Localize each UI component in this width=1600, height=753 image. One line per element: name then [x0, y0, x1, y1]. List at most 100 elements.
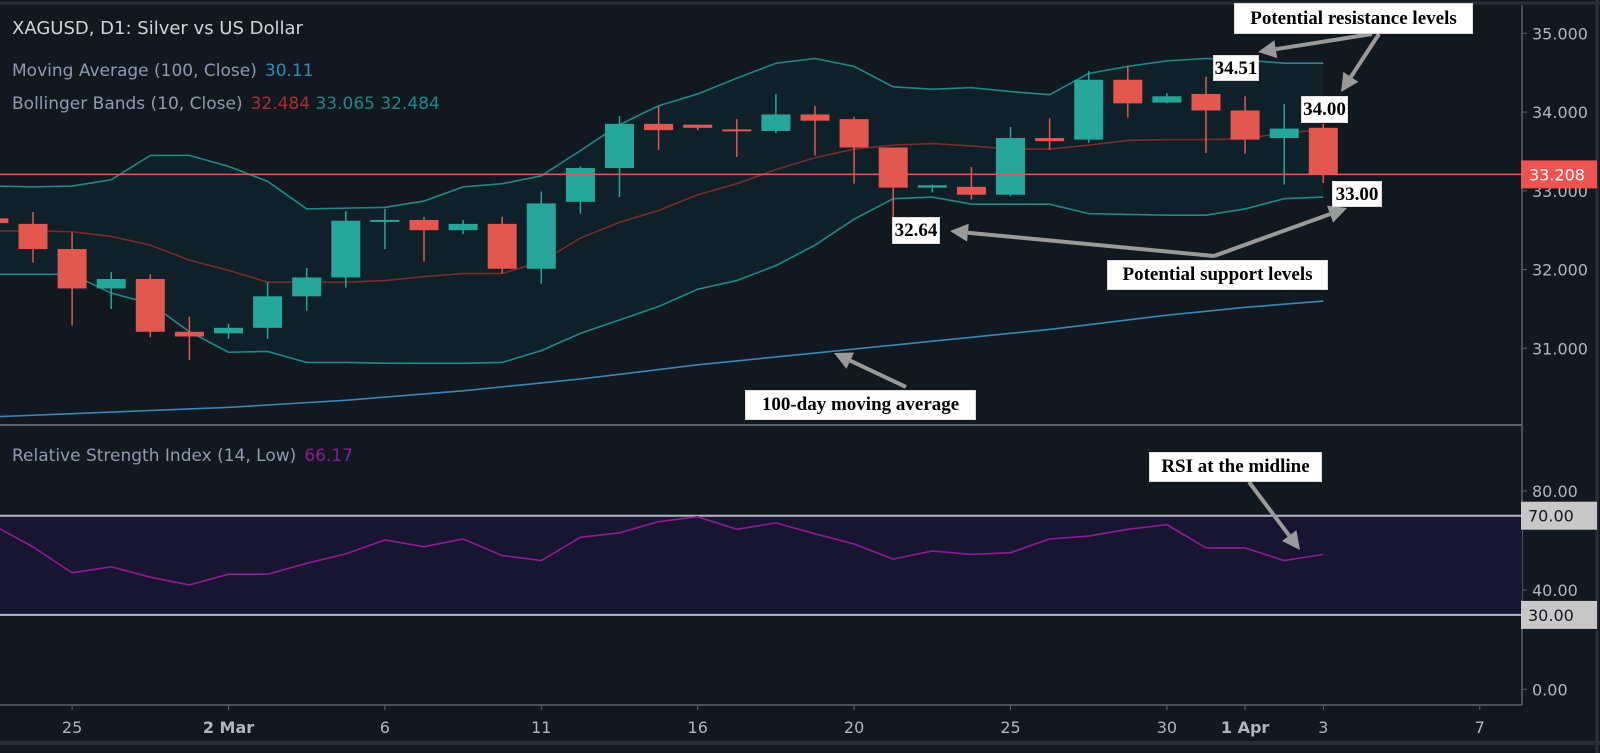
candle[interactable] — [96, 271, 126, 309]
price-pane[interactable] — [0, 57, 1522, 418]
time-tick-label: 20 — [844, 718, 864, 737]
candle-body — [96, 279, 126, 289]
candle[interactable] — [292, 267, 322, 311]
candle-body — [526, 203, 556, 269]
annotation-support-32-64: 32.64 — [892, 217, 940, 244]
price-tick-label: 34.000 — [1532, 103, 1588, 122]
rsi-legend[interactable]: Relative Strength Index (14, Low) 66.17 — [12, 446, 353, 466]
candle[interactable] — [1269, 104, 1299, 185]
candle-body — [565, 167, 595, 202]
candle-body — [135, 279, 165, 332]
candle-body — [1152, 96, 1182, 103]
candle[interactable] — [1191, 76, 1221, 153]
candle[interactable] — [0, 216, 9, 226]
rsi-legend-label: Relative Strength Index (14, Low) — [12, 446, 297, 466]
candle[interactable] — [214, 323, 243, 339]
price-tick-label: 31.000 — [1532, 339, 1588, 358]
candle-body — [1113, 79, 1143, 104]
annotation-resistance-34-00: 34.00 — [1301, 96, 1348, 123]
candle-body — [57, 249, 87, 289]
rsi-axis[interactable]: 80.00 40.00 0.00 70.00 30.00 — [1521, 482, 1597, 699]
candle[interactable] — [956, 167, 986, 200]
rsi-level-label: 30.00 — [1528, 606, 1574, 625]
candle-body — [487, 223, 517, 269]
arrow-to-34-00 — [1341, 32, 1381, 92]
candle[interactable] — [174, 316, 204, 361]
candle[interactable] — [800, 105, 830, 156]
arrow-head-icon — [1327, 205, 1347, 223]
arrow-head-icon — [1341, 72, 1359, 92]
candle[interactable] — [996, 127, 1025, 197]
bb-legend-lower: 32.484 — [380, 94, 440, 114]
candle[interactable] — [331, 211, 361, 288]
candle-body — [605, 123, 634, 168]
candle[interactable] — [605, 115, 634, 198]
arrow-to-33-00 — [1213, 205, 1347, 258]
bottom-border — [0, 741, 1600, 745]
candle[interactable] — [722, 119, 752, 157]
time-tick-label: 7 — [1475, 718, 1485, 737]
candle-body — [722, 129, 752, 132]
arrow-head-icon — [950, 223, 969, 242]
rsi-line — [0, 515, 1324, 586]
candle[interactable] — [18, 212, 48, 263]
bollinger-band-fill — [0, 58, 1324, 364]
candle[interactable] — [1074, 71, 1104, 143]
candle[interactable] — [878, 147, 908, 220]
candle[interactable] — [57, 232, 87, 326]
candle[interactable] — [1035, 118, 1065, 150]
candle[interactable] — [370, 208, 400, 250]
candle-body — [996, 138, 1025, 195]
candle[interactable] — [253, 282, 283, 339]
candle[interactable] — [761, 93, 791, 134]
rsi-legend-value: 66.17 — [304, 446, 353, 466]
annotation-resistance: Potential resistance levels — [1234, 3, 1473, 34]
candle[interactable] — [683, 124, 713, 131]
candle[interactable] — [487, 216, 517, 274]
annotation-arrows — [834, 32, 1381, 550]
bb-legend-upper: 33.065 — [315, 94, 375, 114]
candle-body — [174, 331, 204, 337]
rsi-tick-label: 80.00 — [1532, 482, 1578, 501]
arrow-to-moving-average — [834, 352, 907, 389]
bb-legend[interactable]: Bollinger Bands (10, Close) 32.484 33.065… — [12, 94, 440, 114]
arrow-to-32-64 — [950, 223, 1215, 258]
time-tick-label: 16 — [688, 718, 708, 737]
rsi-tick-label: 40.00 — [1532, 581, 1578, 600]
symbol-title: XAGUSD, D1: Silver vs US Dollar — [12, 18, 303, 39]
candle[interactable] — [839, 116, 869, 184]
candle-body — [878, 147, 908, 188]
ma-legend[interactable]: Moving Average (100, Close) 30.11 — [12, 61, 314, 81]
bollinger-basis-line — [0, 129, 1324, 283]
candle[interactable] — [644, 105, 674, 150]
arrow-head-icon — [1282, 530, 1300, 550]
candle[interactable] — [526, 191, 556, 284]
candle-body — [0, 218, 9, 224]
bb-legend-basis: 32.484 — [250, 94, 311, 114]
candle-body — [917, 185, 947, 188]
candle[interactable] — [1230, 96, 1260, 154]
rsi-band-fill — [0, 515, 1522, 615]
candle-body — [761, 114, 791, 131]
candle-body — [370, 219, 400, 222]
candle[interactable] — [135, 274, 165, 338]
candle[interactable] — [917, 184, 947, 193]
price-tick-label: 35.000 — [1532, 24, 1588, 43]
time-tick-label: 30 — [1157, 718, 1177, 737]
arrow-shaft — [1349, 32, 1381, 79]
candle[interactable] — [448, 219, 478, 235]
time-tick-label: 6 — [380, 718, 390, 737]
candle[interactable] — [1113, 66, 1143, 118]
bollinger-lower-line — [0, 196, 1324, 365]
rsi-pane[interactable] — [0, 514, 1522, 616]
candle-body — [1308, 127, 1338, 175]
arrow-shaft — [967, 230, 1215, 258]
candle[interactable] — [1308, 123, 1338, 183]
candle-body — [1230, 110, 1260, 140]
candle[interactable] — [1152, 93, 1182, 104]
candle[interactable] — [409, 216, 439, 262]
time-axis[interactable]: 25 2 Mar 6 11 16 20 25 30 1 Apr 3 7 — [62, 705, 1485, 737]
bb-legend-label: Bollinger Bands (10, Close) — [12, 94, 243, 114]
